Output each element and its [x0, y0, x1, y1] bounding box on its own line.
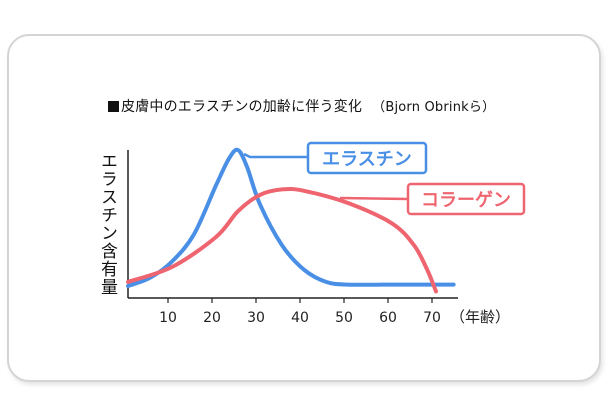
y-axis-label: エラスチン含有量 [97, 152, 117, 296]
x-unit-label: （年齢） [450, 308, 510, 326]
series-line-elastin [126, 147, 456, 288]
x-tick-label: 50 [335, 310, 353, 326]
series-line-collagen [126, 186, 438, 294]
x-ticks: 10 20 30 40 50 60 70 （年齢） [159, 298, 510, 326]
axes [127, 150, 458, 299]
square-bullet-icon [108, 101, 119, 112]
x-tick-label: 20 [203, 310, 221, 326]
legend-label: コラーゲン [421, 189, 511, 211]
legend-leader-line [243, 152, 308, 159]
x-tick-label: 60 [379, 310, 397, 326]
x-tick-label: 10 [159, 310, 177, 326]
chart-source: （Bjorn Obrinkら） [372, 100, 496, 115]
series-lines [126, 147, 456, 294]
chart-title-text: 皮膚中のエラスチンの加齢に伴う変化 [121, 99, 363, 115]
legend-box [306, 141, 428, 175]
x-tick-label: 30 [247, 310, 265, 326]
chart-title: 皮膚中のエラスチンの加齢に伴う変化 （Bjorn Obrinkら） [108, 96, 495, 116]
legend-leader-line [339, 196, 409, 201]
legend-label: エラスチン [322, 149, 412, 170]
legend-box [406, 182, 526, 216]
x-tick-label: 40 [291, 310, 309, 326]
x-tick-label: 70 [423, 310, 441, 326]
